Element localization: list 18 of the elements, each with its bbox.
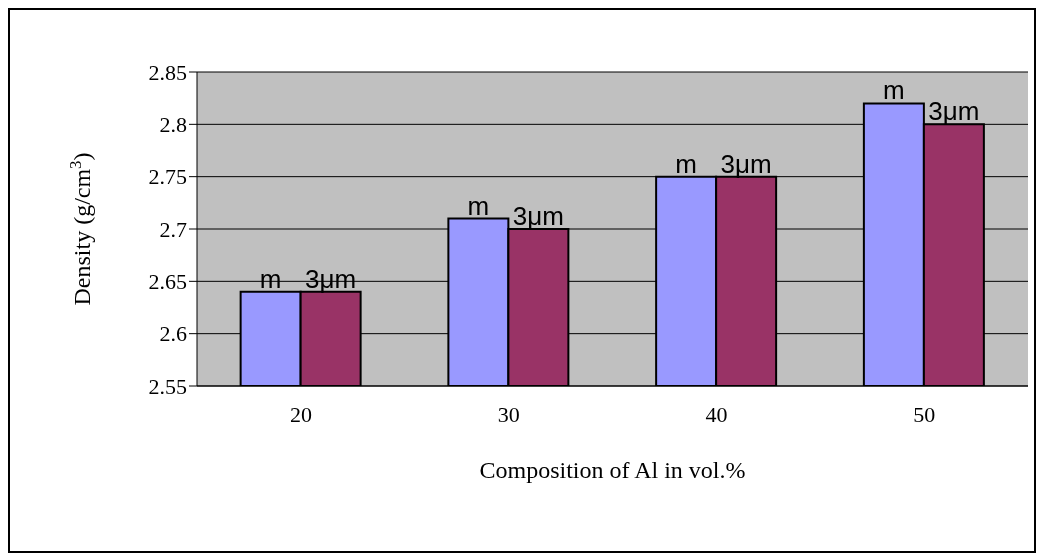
text: 3μm bbox=[928, 96, 980, 127]
text: m bbox=[675, 148, 697, 179]
y-tick-label: 2.6 bbox=[159, 321, 187, 347]
x-tick-label: 30 bbox=[497, 401, 520, 427]
y-tick-label: 2.75 bbox=[148, 164, 187, 190]
x-axis-title: Composition of Al in vol.% bbox=[479, 457, 746, 483]
x-tick-label: 40 bbox=[705, 401, 728, 427]
y-tick-label: 2.65 bbox=[148, 269, 187, 295]
text: 3μm bbox=[512, 201, 564, 231]
text: 3μm bbox=[720, 148, 772, 179]
x-tick-label: 20 bbox=[289, 401, 312, 427]
text: m bbox=[467, 190, 490, 221]
y-tick-label: 2.7 bbox=[159, 216, 187, 242]
y-tick-label: 2.8 bbox=[159, 112, 187, 138]
y-tick-label: 2.55 bbox=[148, 373, 187, 399]
text: m bbox=[883, 75, 905, 106]
y-tick-label: 2.85 bbox=[148, 59, 187, 85]
x-tick-label: 50 bbox=[913, 401, 936, 427]
